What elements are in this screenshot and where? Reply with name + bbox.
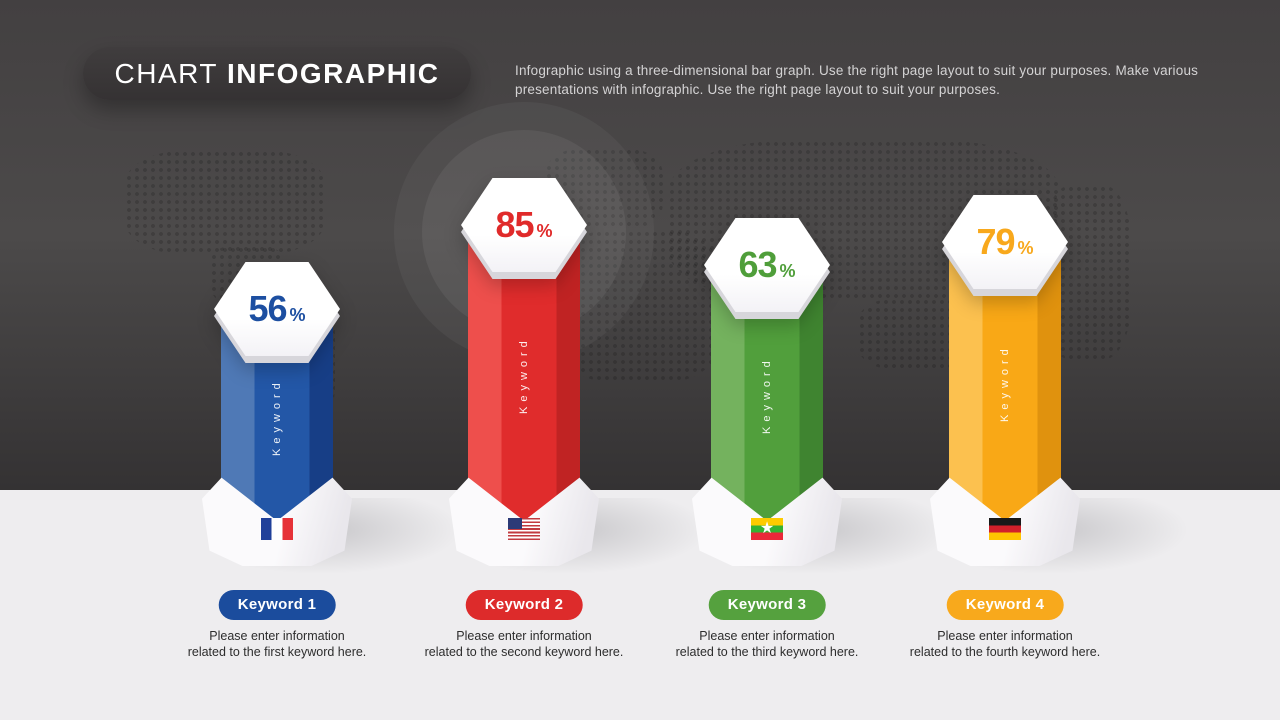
percent-sign: % bbox=[1017, 238, 1034, 258]
percent-sign: % bbox=[289, 305, 306, 325]
percent-value: 56 bbox=[248, 288, 287, 329]
percent-readout: 63 % bbox=[738, 244, 795, 286]
column-keyword-2: Keyword 85 % Keyword 2 Please enter info… bbox=[399, 0, 719, 720]
bar-vertical-label: Keyword bbox=[271, 378, 283, 456]
value-hexagon-badge: 79 % bbox=[942, 195, 1068, 296]
keyword-pill: Keyword 3 bbox=[708, 590, 826, 620]
bar-vertical-label: Keyword bbox=[518, 336, 530, 414]
keyword-pill: Keyword 1 bbox=[218, 590, 336, 620]
percent-value: 63 bbox=[738, 244, 777, 285]
column-description-line-2: related to the first keyword here. bbox=[187, 644, 367, 659]
column-keyword-4: Keyword 79 % Keyword 4 Please enter info… bbox=[880, 0, 1200, 720]
column-description-line-1: Please enter information bbox=[937, 629, 1073, 643]
column-description-line-2: related to the fourth keyword here. bbox=[909, 644, 1101, 659]
world-map-cluster-africa bbox=[555, 230, 723, 382]
percent-value: 79 bbox=[976, 221, 1015, 262]
header-description: Infographic using a three-dimensional ba… bbox=[515, 63, 1199, 97]
flag-myanmar-icon bbox=[751, 518, 783, 540]
value-hexagon-badge: 85 % bbox=[461, 178, 587, 279]
column-description: Please enter information related to the … bbox=[399, 629, 649, 660]
percent-value: 85 bbox=[495, 204, 534, 245]
keyword-pill: Keyword 4 bbox=[946, 590, 1064, 620]
percent-readout: 85 % bbox=[495, 204, 552, 246]
value-hexagon-badge: 63 % bbox=[704, 218, 830, 319]
column-keyword-3: Keyword 63 % Keyword 3 Please enter info… bbox=[642, 0, 962, 720]
column-description: Please enter information related to the … bbox=[642, 629, 892, 660]
keyword-pill: Keyword 2 bbox=[465, 590, 583, 620]
column-keyword-1: Keyword 56 % Keyword 1 Please enter info… bbox=[152, 0, 472, 720]
column-description-line-1: Please enter information bbox=[209, 629, 345, 643]
world-map-cluster-north-america bbox=[125, 150, 325, 255]
column-description: Please enter information related to the … bbox=[880, 629, 1130, 660]
flag-germany-icon bbox=[989, 518, 1021, 540]
percent-sign: % bbox=[779, 261, 796, 281]
flag-france-icon bbox=[261, 518, 293, 540]
column-description: Please enter information related to the … bbox=[152, 629, 402, 660]
flag-united-states-icon bbox=[508, 518, 540, 540]
percent-readout: 79 % bbox=[976, 221, 1033, 263]
column-description-line-2: related to the third keyword here. bbox=[675, 644, 859, 659]
title-text-bold: INFOGRAPHIC bbox=[226, 57, 440, 89]
column-description-line-2: related to the second keyword here. bbox=[424, 644, 624, 659]
percent-sign: % bbox=[536, 221, 553, 241]
title-text-regular: CHART bbox=[114, 57, 218, 89]
percent-readout: 56 % bbox=[248, 288, 305, 330]
column-description-line-1: Please enter information bbox=[699, 629, 835, 643]
title-badge: CHART INFOGRAPHIC bbox=[83, 47, 471, 100]
column-description-line-1: Please enter information bbox=[456, 629, 592, 643]
bar-vertical-label: Keyword bbox=[999, 344, 1011, 423]
value-hexagon-badge: 56 % bbox=[214, 262, 340, 363]
bar-vertical-label: Keyword bbox=[761, 356, 773, 434]
